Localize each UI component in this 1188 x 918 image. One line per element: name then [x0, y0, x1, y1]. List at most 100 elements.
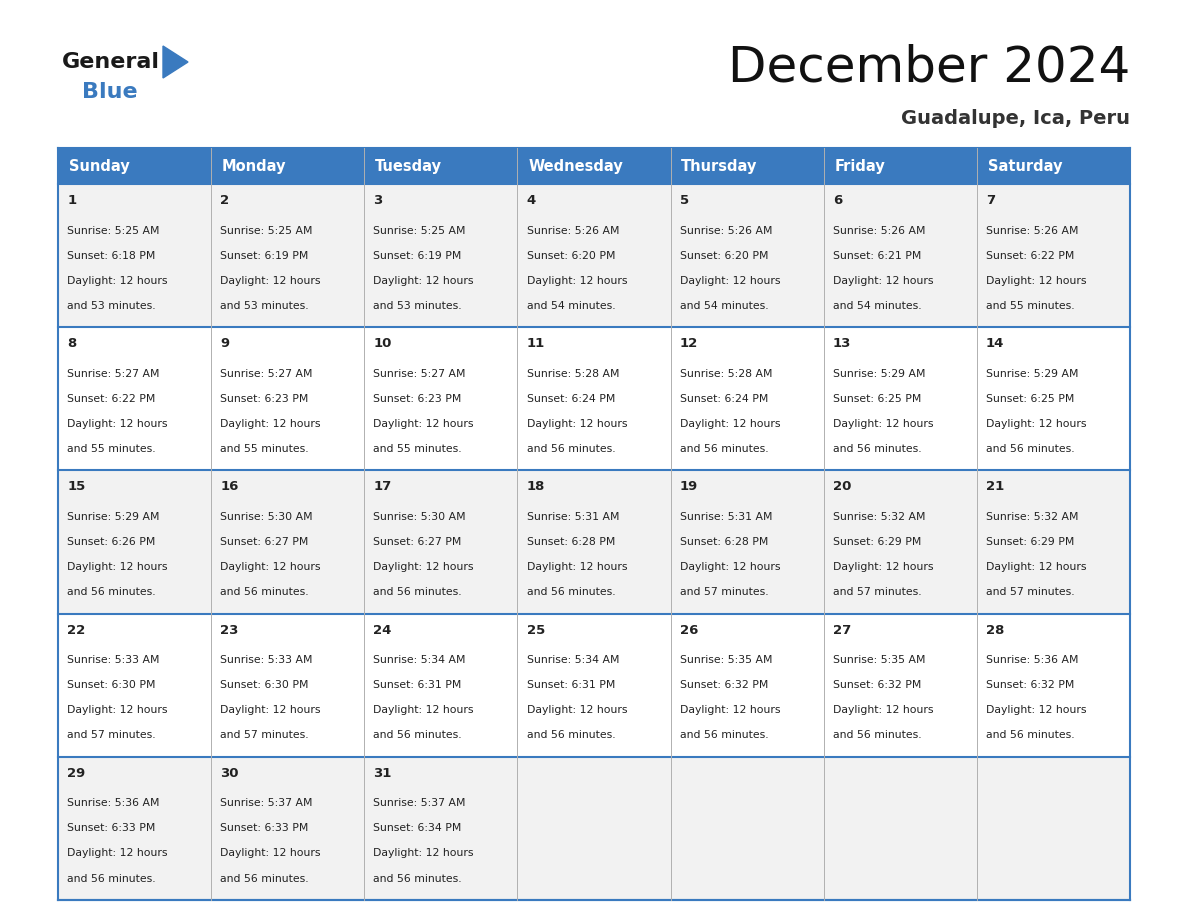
Text: Sunset: 6:34 PM: Sunset: 6:34 PM: [373, 823, 462, 834]
Bar: [823, 470, 977, 613]
Text: Daylight: 12 hours: Daylight: 12 hours: [68, 705, 168, 715]
Text: Sunrise: 5:36 AM: Sunrise: 5:36 AM: [68, 799, 159, 809]
Bar: [977, 756, 1130, 900]
Text: Wednesday: Wednesday: [529, 159, 623, 174]
Text: 6: 6: [833, 194, 842, 207]
Text: Sunrise: 5:29 AM: Sunrise: 5:29 AM: [986, 369, 1079, 379]
Text: 12: 12: [680, 337, 699, 351]
Text: 17: 17: [373, 480, 392, 493]
Bar: [58, 327, 211, 470]
Text: Daylight: 12 hours: Daylight: 12 hours: [373, 419, 474, 429]
Text: Sunset: 6:19 PM: Sunset: 6:19 PM: [373, 251, 462, 261]
Text: Sunset: 6:20 PM: Sunset: 6:20 PM: [526, 251, 615, 261]
Bar: [823, 184, 977, 327]
Text: and 55 minutes.: and 55 minutes.: [986, 301, 1075, 310]
Text: Sunset: 6:31 PM: Sunset: 6:31 PM: [373, 680, 462, 690]
Text: Sunrise: 5:34 AM: Sunrise: 5:34 AM: [526, 655, 619, 666]
Text: Daylight: 12 hours: Daylight: 12 hours: [833, 419, 934, 429]
Text: Daylight: 12 hours: Daylight: 12 hours: [986, 275, 1087, 285]
Bar: [365, 184, 518, 327]
Bar: [670, 613, 823, 756]
Text: Sunrise: 5:25 AM: Sunrise: 5:25 AM: [68, 226, 159, 236]
Text: 2: 2: [220, 194, 229, 207]
Text: and 56 minutes.: and 56 minutes.: [986, 444, 1075, 453]
Bar: [365, 327, 518, 470]
Text: Sunrise: 5:25 AM: Sunrise: 5:25 AM: [220, 226, 312, 236]
Text: 19: 19: [680, 480, 699, 493]
Text: Sunset: 6:19 PM: Sunset: 6:19 PM: [220, 251, 309, 261]
Text: Sunrise: 5:35 AM: Sunrise: 5:35 AM: [833, 655, 925, 666]
Bar: [58, 756, 211, 900]
Text: Sunset: 6:18 PM: Sunset: 6:18 PM: [68, 251, 156, 261]
Text: Daylight: 12 hours: Daylight: 12 hours: [373, 275, 474, 285]
Text: 9: 9: [220, 337, 229, 351]
Bar: [823, 327, 977, 470]
Bar: [977, 327, 1130, 470]
Text: and 56 minutes.: and 56 minutes.: [373, 874, 462, 883]
Text: Sunset: 6:25 PM: Sunset: 6:25 PM: [986, 394, 1074, 404]
Text: Daylight: 12 hours: Daylight: 12 hours: [220, 848, 321, 858]
Text: Thursday: Thursday: [681, 159, 758, 174]
Text: Daylight: 12 hours: Daylight: 12 hours: [220, 419, 321, 429]
Text: Sunset: 6:23 PM: Sunset: 6:23 PM: [220, 394, 309, 404]
Text: Sunset: 6:32 PM: Sunset: 6:32 PM: [986, 680, 1074, 690]
Text: Sunset: 6:27 PM: Sunset: 6:27 PM: [220, 537, 309, 547]
Text: Daylight: 12 hours: Daylight: 12 hours: [220, 562, 321, 572]
Text: Guadalupe, Ica, Peru: Guadalupe, Ica, Peru: [901, 108, 1130, 128]
Bar: [211, 470, 365, 613]
Text: 21: 21: [986, 480, 1004, 493]
Text: Sunset: 6:30 PM: Sunset: 6:30 PM: [220, 680, 309, 690]
Text: Daylight: 12 hours: Daylight: 12 hours: [986, 419, 1087, 429]
Text: Sunset: 6:21 PM: Sunset: 6:21 PM: [833, 251, 921, 261]
Bar: [977, 184, 1130, 327]
Bar: [58, 184, 211, 327]
Text: and 56 minutes.: and 56 minutes.: [526, 444, 615, 453]
Text: Sunrise: 5:29 AM: Sunrise: 5:29 AM: [833, 369, 925, 379]
Text: 16: 16: [220, 480, 239, 493]
Text: Sunset: 6:32 PM: Sunset: 6:32 PM: [680, 680, 769, 690]
Text: and 55 minutes.: and 55 minutes.: [68, 444, 156, 453]
Bar: [365, 756, 518, 900]
Bar: [365, 470, 518, 613]
Bar: [211, 613, 365, 756]
Text: Sunrise: 5:33 AM: Sunrise: 5:33 AM: [220, 655, 312, 666]
Text: Daylight: 12 hours: Daylight: 12 hours: [526, 419, 627, 429]
Text: Sunset: 6:28 PM: Sunset: 6:28 PM: [526, 537, 615, 547]
Text: 13: 13: [833, 337, 852, 351]
Text: Saturday: Saturday: [987, 159, 1062, 174]
Bar: [211, 148, 365, 184]
Bar: [518, 470, 670, 613]
Text: and 57 minutes.: and 57 minutes.: [833, 588, 922, 597]
Text: Sunrise: 5:37 AM: Sunrise: 5:37 AM: [373, 799, 466, 809]
Text: Sunrise: 5:33 AM: Sunrise: 5:33 AM: [68, 655, 159, 666]
Text: and 56 minutes.: and 56 minutes.: [220, 874, 309, 883]
Text: 4: 4: [526, 194, 536, 207]
Text: 31: 31: [373, 767, 392, 779]
Bar: [977, 613, 1130, 756]
Text: 24: 24: [373, 623, 392, 636]
Text: Sunrise: 5:28 AM: Sunrise: 5:28 AM: [526, 369, 619, 379]
Text: Daylight: 12 hours: Daylight: 12 hours: [833, 705, 934, 715]
Text: and 53 minutes.: and 53 minutes.: [220, 301, 309, 310]
Text: Sunrise: 5:32 AM: Sunrise: 5:32 AM: [833, 512, 925, 522]
Text: 18: 18: [526, 480, 545, 493]
Text: Sunrise: 5:25 AM: Sunrise: 5:25 AM: [373, 226, 466, 236]
Text: Sunset: 6:31 PM: Sunset: 6:31 PM: [526, 680, 615, 690]
Text: Friday: Friday: [834, 159, 885, 174]
Text: 30: 30: [220, 767, 239, 779]
Bar: [58, 148, 211, 184]
Text: Sunset: 6:33 PM: Sunset: 6:33 PM: [220, 823, 309, 834]
Text: and 54 minutes.: and 54 minutes.: [680, 301, 769, 310]
Text: December 2024: December 2024: [728, 44, 1130, 92]
Text: Monday: Monday: [222, 159, 286, 174]
Text: and 56 minutes.: and 56 minutes.: [373, 731, 462, 740]
Text: Daylight: 12 hours: Daylight: 12 hours: [526, 562, 627, 572]
Text: 14: 14: [986, 337, 1004, 351]
Text: Daylight: 12 hours: Daylight: 12 hours: [68, 419, 168, 429]
Text: Daylight: 12 hours: Daylight: 12 hours: [68, 848, 168, 858]
Text: 8: 8: [68, 337, 76, 351]
Bar: [823, 756, 977, 900]
Text: Daylight: 12 hours: Daylight: 12 hours: [220, 275, 321, 285]
Text: Sunset: 6:33 PM: Sunset: 6:33 PM: [68, 823, 156, 834]
Bar: [670, 327, 823, 470]
